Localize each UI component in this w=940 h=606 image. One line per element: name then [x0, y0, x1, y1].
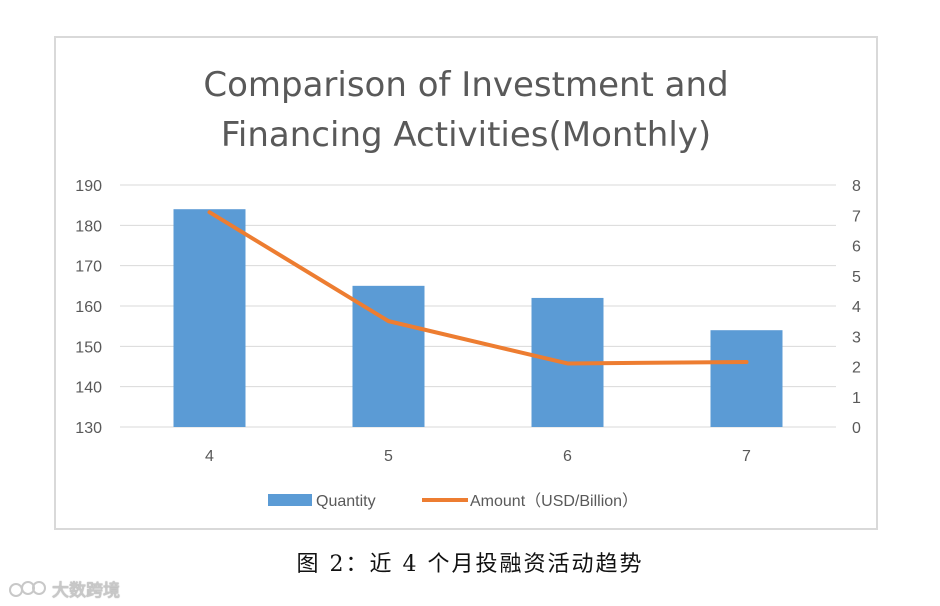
right-tick-label: 0: [852, 420, 861, 437]
legend: Quantity Amount（USD/Billion）: [268, 492, 638, 510]
chart-title-line: Financing Activities(Monthly): [221, 115, 711, 155]
x-tick-label: 5: [384, 448, 393, 465]
chart-title-line: Comparison of Investment and: [203, 65, 728, 105]
quantity-bar: [352, 285, 425, 427]
right-tick-label: 2: [852, 360, 861, 377]
left-tick-label: 190: [75, 178, 102, 195]
right-tick-label: 6: [852, 239, 861, 256]
left-tick-label: 170: [75, 259, 102, 276]
right-tick-label: 5: [852, 269, 861, 286]
chart-title: Comparison of Investment and Financing Ac…: [203, 65, 728, 155]
x-tick-label: 6: [563, 448, 572, 465]
watermark: 大数跨境: [8, 576, 120, 601]
left-tick-label: 150: [75, 339, 102, 356]
quantity-bar: [173, 209, 246, 427]
chart-frame: Comparison of Investment and Financing Ac…: [54, 36, 878, 530]
figure-caption: 图 2：近 4 个月投融资活动趋势: [296, 552, 644, 577]
x-tick-label: 7: [742, 448, 751, 465]
left-tick-label: 180: [75, 218, 102, 235]
legend-label-quantity: Quantity: [316, 493, 376, 510]
amount-line-path: [207, 210, 749, 366]
left-tick-label: 140: [75, 380, 102, 397]
legend-label-amount: Amount（USD/Billion）: [470, 492, 638, 510]
logo-icon: [9, 580, 46, 597]
right-tick-label: 1: [852, 390, 861, 407]
watermark-text: 大数跨境: [52, 581, 120, 601]
quantity-bar: [710, 330, 783, 427]
left-tick-label: 160: [75, 299, 102, 316]
x-axis-ticks: 4 5 6 7: [205, 448, 751, 465]
x-tick-label: 4: [205, 448, 214, 465]
right-axis-ticks: 0 1 2 3 4 5 6 7 8: [852, 178, 861, 437]
right-tick-label: 3: [852, 329, 861, 346]
legend-swatch-quantity: [268, 494, 312, 506]
right-tick-label: 7: [852, 208, 861, 225]
chart-svg: Comparison of Investment and Financing Ac…: [75, 65, 861, 510]
right-tick-label: 4: [852, 299, 861, 316]
left-tick-label: 130: [75, 420, 102, 437]
quantity-bars: [173, 209, 783, 427]
left-axis-ticks: 130 140 150 160 170 180 190: [75, 178, 102, 437]
right-tick-label: 8: [852, 178, 861, 195]
amount-line: [207, 210, 749, 366]
